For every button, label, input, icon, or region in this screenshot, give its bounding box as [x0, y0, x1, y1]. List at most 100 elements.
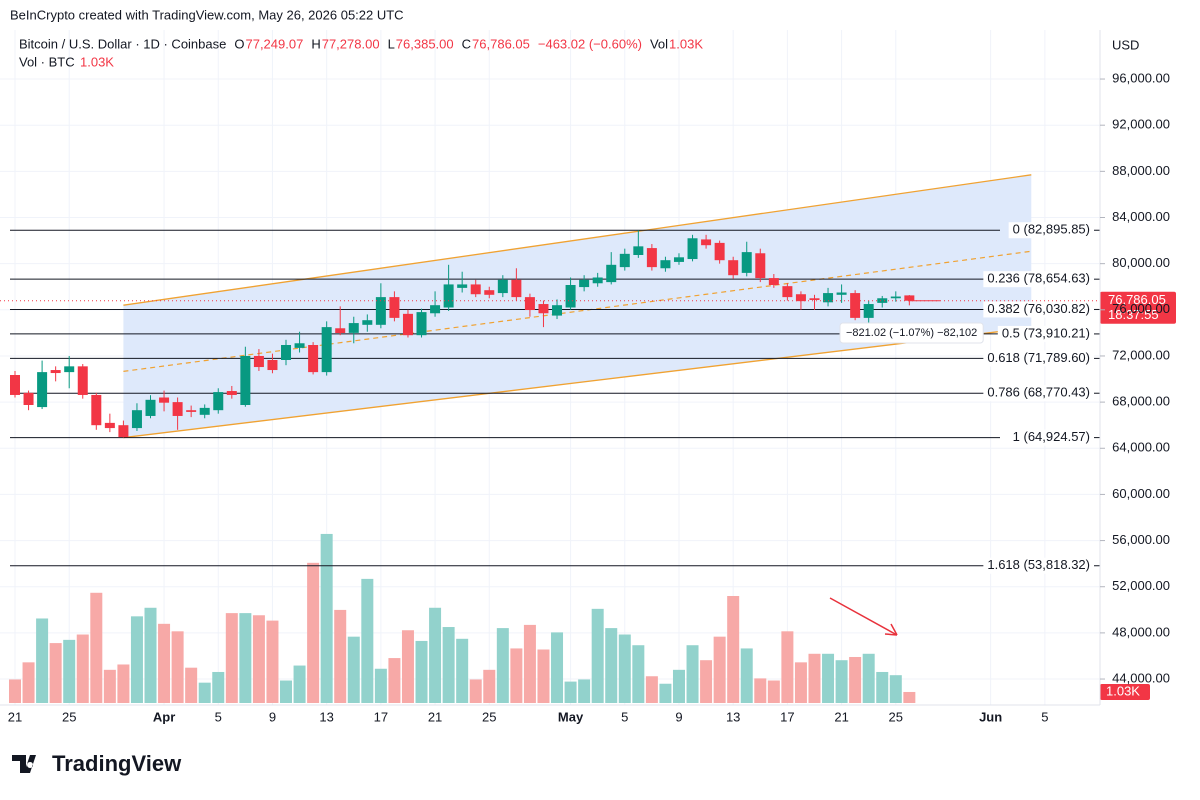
candle-body [714, 242, 725, 261]
volume-bar [49, 643, 62, 703]
candle-body [606, 264, 617, 283]
x-tick-label: 13 [319, 709, 333, 724]
volume-bar [280, 680, 293, 703]
volume-bar [185, 667, 198, 703]
volume-bar [632, 645, 645, 703]
fib-label: 0.236 (78,654.63) [987, 271, 1090, 286]
volume-bar [849, 656, 862, 703]
volume-bar [361, 578, 374, 703]
x-tick-label: 17 [374, 709, 388, 724]
volume-bar [266, 620, 279, 703]
fib-label-bg [1008, 222, 1094, 239]
volume-bar [103, 669, 116, 703]
fib-label: 0.618 (71,789.60) [987, 350, 1090, 365]
candle-body [552, 305, 563, 316]
x-tick-label: 21 [834, 709, 848, 724]
x-tick-label: 17 [780, 709, 794, 724]
volume-name: Vol · BTC [19, 54, 75, 69]
x-tick-label: 21 [428, 709, 442, 724]
fib-label-bg [997, 325, 1094, 342]
volume-bar [442, 627, 455, 703]
volume-bar [212, 671, 225, 703]
fib-label: 1.618 (53,818.32) [987, 557, 1090, 572]
x-tick-label: 21 [8, 709, 22, 724]
volume-label: 1.03K [1106, 683, 1140, 698]
legend-value: 76,786.05 [472, 36, 530, 51]
volume-bar [862, 653, 875, 703]
candle-body [131, 410, 142, 429]
arrow [829, 597, 898, 636]
candle-body [335, 328, 346, 333]
volume-bar [456, 638, 469, 703]
logo-text: TradingView [52, 751, 182, 776]
candle-body [430, 305, 441, 314]
candle-body [633, 246, 644, 255]
candle-body [186, 410, 197, 412]
volume-value: 1.03K [80, 54, 114, 69]
candle-body [470, 284, 481, 295]
legend: Bitcoin / U.S. Dollar · 1D · Coinbase O 77… [19, 36, 703, 51]
candle-body [457, 284, 468, 288]
candle-body [673, 257, 684, 262]
candle-body [863, 304, 874, 318]
legend-key: Vol [650, 36, 668, 51]
volume-bar [767, 680, 780, 703]
candle-body [118, 425, 129, 438]
y-tick-label: 68,000.00 [1112, 394, 1170, 409]
volume-bar [415, 640, 428, 703]
fib-label-bg [1008, 429, 1094, 446]
volume-bar [171, 631, 184, 703]
candle-body [281, 345, 292, 360]
y-tick-label: 72,000.00 [1112, 347, 1170, 362]
x-tick-label: 5 [621, 709, 628, 724]
volume-bar [605, 628, 618, 703]
volume-bar [483, 669, 496, 703]
candles [10, 230, 915, 438]
volume-bar [510, 648, 523, 703]
volume-bar [835, 660, 848, 703]
fib-label: 0.786 (68,770.43) [987, 385, 1090, 400]
candle-body [416, 312, 427, 336]
volume-bar [537, 649, 550, 703]
measure-label: −821.02 (−1.07%) −82,102 [846, 327, 977, 339]
logo-mark [12, 755, 36, 773]
volume-bar [117, 664, 130, 703]
volume-bar [130, 616, 143, 703]
volume-bar [429, 607, 442, 703]
volume-bar [876, 671, 889, 703]
candle-body [443, 284, 454, 308]
volume-bar [618, 634, 631, 703]
volume-bar [781, 631, 794, 703]
channel-upper [123, 174, 1032, 306]
volume-bar [754, 678, 767, 703]
volume-bar [889, 675, 902, 703]
volume-bar [496, 628, 509, 703]
candle-body [402, 313, 413, 336]
candle-body [294, 343, 305, 348]
candle-body [213, 392, 224, 411]
volume-bar [740, 648, 753, 703]
y-tick-label: 76,000.00 [1112, 301, 1170, 316]
candle-body [592, 277, 603, 284]
candle-body [497, 279, 508, 294]
candle-body [836, 292, 847, 295]
channel [123, 174, 1032, 439]
volume-bar [578, 679, 591, 703]
fib-label-bg [983, 301, 1094, 318]
fib-label: 0.5 (73,910.21) [1002, 325, 1090, 340]
candle-body [199, 407, 210, 415]
volume-bar [307, 562, 320, 703]
candle-body [172, 402, 183, 416]
candle-body [701, 239, 712, 246]
volume-bar [293, 665, 306, 703]
candle-body [809, 298, 820, 300]
volume-bar [334, 609, 347, 703]
fib-label-bg [983, 557, 1094, 574]
volume-bar [822, 653, 835, 703]
candle-body [660, 260, 671, 269]
axes: 44,000.00 48,000.00 52,000.00 56,000.00 60,0… [8, 70, 1170, 724]
volume-bar [22, 662, 35, 703]
fib-label: 0 (82,895.85) [1013, 222, 1090, 237]
candle-body [37, 372, 48, 408]
